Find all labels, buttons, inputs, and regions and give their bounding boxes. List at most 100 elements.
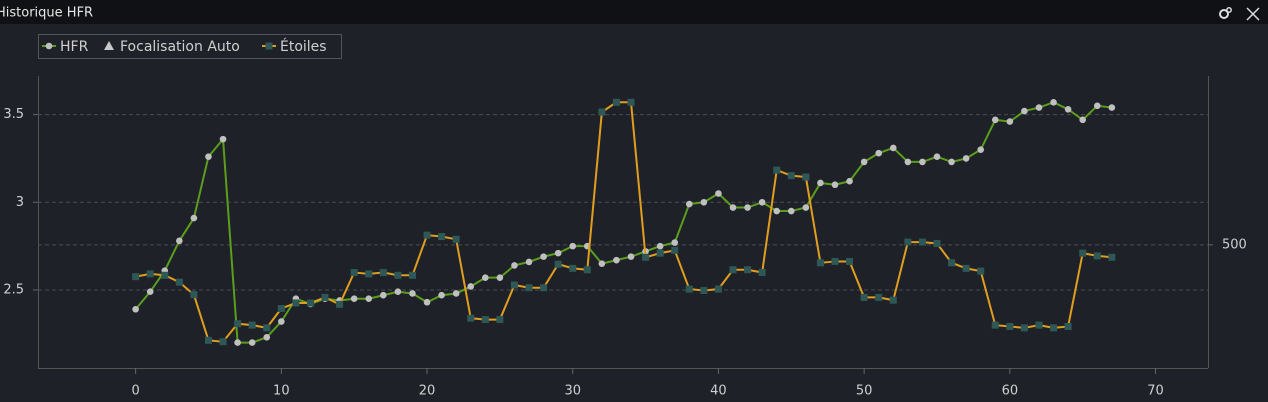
point <box>481 316 489 324</box>
point <box>482 274 489 281</box>
point <box>380 291 387 299</box>
point <box>977 146 985 153</box>
point <box>336 300 344 308</box>
point <box>205 153 212 160</box>
point <box>948 259 956 267</box>
point <box>671 239 679 246</box>
legend-label: Étoiles <box>280 38 327 55</box>
point <box>1020 324 1028 332</box>
point <box>452 290 460 297</box>
point <box>773 166 781 174</box>
point <box>758 198 766 206</box>
point <box>263 334 271 341</box>
point <box>773 207 781 215</box>
x-tick-label: 50 <box>856 384 873 399</box>
point <box>190 291 198 299</box>
point <box>598 108 606 116</box>
title-bar <box>0 0 1268 24</box>
point <box>1108 104 1116 111</box>
point <box>569 264 577 272</box>
x-tick-label: 70 <box>1147 384 1164 399</box>
point <box>248 321 256 329</box>
point <box>278 318 285 325</box>
point <box>554 249 562 257</box>
point <box>1079 249 1087 257</box>
point <box>860 293 868 301</box>
point <box>510 281 518 289</box>
point <box>1050 324 1058 332</box>
point <box>831 257 839 265</box>
point <box>1108 253 1116 261</box>
close-button[interactable] <box>1246 7 1260 21</box>
legend-item[interactable]: Étoiles <box>262 38 327 55</box>
point <box>234 320 242 328</box>
point <box>394 288 402 296</box>
x-tick-label: 30 <box>564 384 581 399</box>
legend-label: HFR <box>60 39 89 55</box>
point <box>45 42 53 50</box>
point <box>802 204 810 211</box>
point <box>991 321 999 329</box>
point <box>1093 252 1101 260</box>
point <box>948 158 955 166</box>
point <box>860 158 868 166</box>
point <box>321 293 329 301</box>
point <box>962 264 970 272</box>
point <box>204 336 212 344</box>
point <box>715 190 722 197</box>
point <box>496 274 504 281</box>
legend-item[interactable]: HFR <box>42 39 89 55</box>
settings-icon[interactable] <box>1219 7 1232 19</box>
point <box>787 207 795 215</box>
point <box>161 271 169 279</box>
point <box>409 290 416 297</box>
point <box>554 260 562 268</box>
point <box>729 204 737 211</box>
point <box>671 246 679 254</box>
point <box>452 235 460 243</box>
point <box>438 291 445 299</box>
series <box>132 98 1116 346</box>
legend-box <box>38 34 342 59</box>
point <box>146 270 154 278</box>
point <box>569 242 577 250</box>
point <box>365 295 373 303</box>
y-tick-label: 3 <box>16 195 24 210</box>
point <box>540 253 547 260</box>
point <box>977 267 985 275</box>
x-tick-label: 40 <box>710 384 727 399</box>
point <box>831 181 839 189</box>
point <box>729 266 737 274</box>
point <box>1093 102 1101 110</box>
point <box>583 266 591 274</box>
y2-tick-label: 500 <box>1222 237 1247 252</box>
point <box>875 293 883 301</box>
point <box>700 287 708 295</box>
point <box>1021 107 1028 115</box>
point <box>1050 99 1057 106</box>
point <box>394 271 402 279</box>
point <box>1006 118 1014 125</box>
point <box>1035 104 1043 111</box>
point <box>277 304 285 312</box>
point <box>627 98 635 106</box>
point <box>685 285 693 293</box>
point <box>132 305 139 313</box>
point <box>190 214 198 222</box>
point <box>379 269 387 277</box>
point <box>350 269 358 277</box>
point <box>306 299 314 307</box>
legend-item[interactable]: Focalisation Auto <box>104 39 240 55</box>
legend-label: Focalisation Auto <box>120 39 240 55</box>
point <box>889 144 897 152</box>
point <box>846 177 853 185</box>
point <box>1079 116 1086 124</box>
point <box>132 273 140 281</box>
point <box>265 42 273 50</box>
y-tick-label: 2.5 <box>3 282 24 297</box>
point <box>875 149 883 157</box>
point <box>933 239 941 247</box>
point <box>263 324 271 332</box>
